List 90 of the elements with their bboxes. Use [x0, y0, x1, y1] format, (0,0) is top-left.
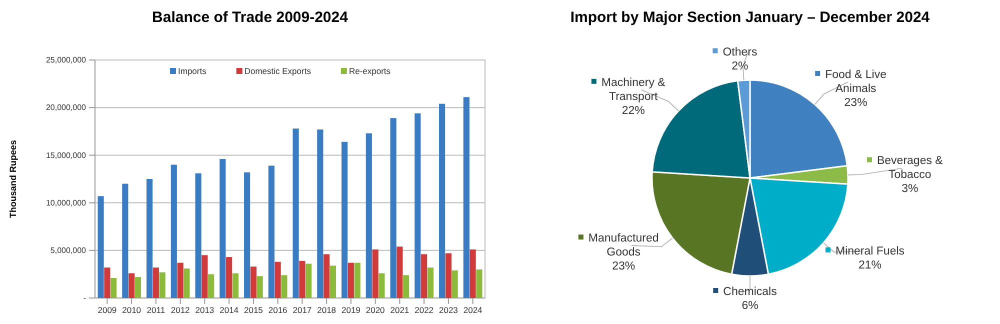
- bar: [152, 268, 159, 298]
- data-label: 23%: [844, 96, 868, 109]
- bar: [281, 275, 288, 298]
- legend-label: Domestic Exports: [244, 66, 311, 76]
- bar: [134, 277, 141, 298]
- legend-label: Imports: [178, 66, 206, 76]
- x-tick-label: 2021: [390, 305, 410, 316]
- bar: [292, 128, 299, 298]
- y-tick-label: 15,000,000: [46, 150, 87, 160]
- bar: [427, 268, 434, 298]
- bar: [324, 254, 330, 298]
- bar: [110, 278, 117, 298]
- legend-label: Mineral Fuels: [836, 245, 905, 258]
- y-tick-label: 25,000,000: [46, 56, 87, 65]
- data-label: 21%: [858, 259, 882, 272]
- x-tick-label: 2018: [317, 305, 336, 316]
- bar: [250, 266, 256, 298]
- bar: [256, 276, 263, 298]
- y-tick-label: 20,000,000: [46, 103, 87, 112]
- x-tick-label: 2019: [341, 305, 361, 316]
- y-tick-label: -: [83, 294, 86, 303]
- bar: [208, 274, 214, 298]
- legend-label: Re-exports: [348, 66, 391, 76]
- bar: [421, 254, 428, 298]
- y-tick-label: 10,000,000: [46, 198, 87, 208]
- x-tick-label: 2010: [122, 305, 142, 316]
- bar: [330, 266, 336, 298]
- bar: [317, 129, 324, 298]
- bar: [98, 196, 104, 298]
- bar: [348, 262, 354, 298]
- x-tick-label: 2023: [438, 305, 458, 316]
- bar: [463, 97, 470, 298]
- x-tick-label: 2013: [195, 305, 214, 316]
- x-tick-label: 2024: [463, 305, 483, 316]
- x-tick-label: 2014: [220, 305, 239, 316]
- legend-label: Food & Live Animals: [825, 68, 886, 95]
- bar: [342, 142, 348, 298]
- x-tick-label: 2015: [244, 305, 264, 316]
- bar: [403, 275, 410, 298]
- chart-title: Import by Major Section January – December 2024: [570, 9, 930, 26]
- data-label: 3%: [902, 183, 918, 196]
- legend-label: Others: [722, 46, 758, 58]
- bar: [202, 255, 208, 298]
- x-tick-label: 2011: [146, 305, 166, 316]
- bar: [366, 133, 372, 298]
- bar: [274, 262, 281, 298]
- bar: [452, 270, 458, 298]
- bar: [268, 166, 274, 298]
- x-tick-label: 2022: [414, 305, 434, 316]
- bar: [122, 184, 128, 298]
- bar: [232, 273, 238, 298]
- bar: [220, 159, 226, 298]
- bar: [159, 272, 166, 298]
- bar: [372, 249, 378, 298]
- bar: [396, 246, 403, 298]
- legend-label: Chemicals: [723, 286, 778, 298]
- data-label: 2%: [732, 60, 748, 72]
- bar: [226, 257, 232, 298]
- bar: [378, 273, 385, 298]
- legend-label: Beverages & Tobacco: [876, 155, 944, 182]
- data-label: 23%: [612, 260, 636, 273]
- bar: [184, 268, 190, 298]
- bar: [470, 249, 476, 298]
- bar: [390, 118, 396, 298]
- bar: [170, 164, 177, 298]
- x-tick-label: 2020: [366, 305, 386, 316]
- x-tick-label: 2016: [268, 305, 288, 316]
- bar: [104, 268, 110, 298]
- bar: [414, 113, 421, 298]
- bar: [354, 262, 360, 298]
- bar: [128, 273, 135, 298]
- bar: [195, 173, 202, 298]
- legend-label: Manufactured Goods: [588, 232, 659, 259]
- data-label: 6%: [742, 300, 758, 312]
- x-tick-label: 2012: [170, 305, 190, 316]
- legend-label: Machinery & Transport: [601, 76, 666, 103]
- bar: [244, 172, 250, 298]
- bar: [445, 253, 452, 298]
- y-axis-title: Thousand Rupees: [8, 140, 18, 218]
- y-tick-label: 5,000,000: [50, 246, 87, 255]
- bar: [476, 269, 482, 298]
- chart-title: Balance of Trade 2009-2024: [152, 9, 349, 26]
- bar: [299, 260, 306, 298]
- bar: [146, 179, 153, 298]
- bar: [177, 262, 184, 298]
- x-tick-label: 2009: [98, 305, 117, 316]
- bar: [439, 104, 446, 298]
- x-tick-label: 2017: [292, 305, 312, 316]
- bar: [306, 264, 312, 298]
- data-label: 22%: [622, 104, 645, 117]
